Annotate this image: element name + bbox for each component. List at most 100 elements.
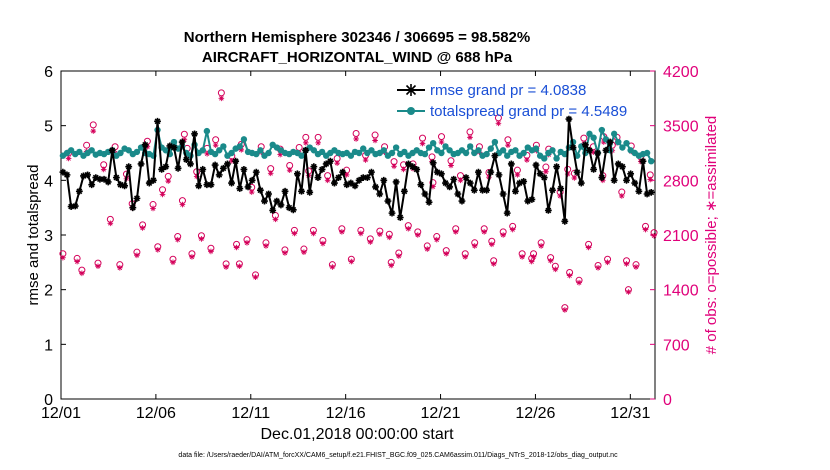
rmse-point [594,149,602,157]
obs-assimilated-point [514,172,521,178]
rmse-point [339,168,347,176]
rmse-point [71,202,79,210]
rmse-point [265,190,272,198]
obs-assimilated-point [562,307,568,313]
rmse-point [557,185,565,192]
rmse-point [314,174,322,181]
rmse-point [569,144,577,151]
rmse-point [331,179,338,187]
rmse-point [549,186,556,194]
rmse-point [487,168,495,176]
totalspread-point [648,158,655,165]
obs-assimilated-point [457,177,464,184]
rmse-point [627,170,635,178]
totalspread-point [561,150,569,158]
obs-assimilated-point [223,264,229,270]
totalspread-point [442,143,449,150]
rmse-point [88,181,96,189]
obs-assimilated-point [208,248,214,255]
totalspread-point [228,149,235,157]
totalspread-point [133,148,141,156]
rmse-point [363,174,371,181]
rmse-point [322,160,330,168]
rmse-line [62,118,652,222]
obs-assimilated-point [277,151,283,158]
rmse-point [256,186,264,194]
rmse-point [154,117,161,125]
rmse-point [581,141,589,149]
rmse-point [293,170,301,178]
legend-spread-label: totalspread grand pr = 4.5489 [430,103,627,120]
rmse-point [84,171,91,179]
totalspread-point [549,147,556,154]
obs-assimilated-point [329,264,336,270]
totalspread-point [421,150,429,158]
rmse-point [261,197,268,205]
totalspread-point [532,145,540,152]
obs-assimilated-point [189,254,195,260]
rmse-point [466,179,474,187]
rmse-point [483,186,491,194]
rmse-point [516,179,523,187]
totalspread-point [446,147,453,154]
y-right-tick-label: 0 [663,392,672,409]
totalspread-point [220,143,227,150]
legend-rmse-label: rmse grand pr = 4.0838 [430,82,586,99]
y-axis-right-label: # of obs: o=possible; ∗=assimilated [703,116,720,355]
obs-assimilated-point [443,250,450,257]
obs-assimilated-point [391,163,397,170]
obs-assimilated-point [505,142,511,148]
obs-assimilated-point [100,166,107,173]
obs-assimilated-point [396,253,402,259]
rmse-point [158,166,166,173]
obs-assimilated-point [272,216,279,223]
obs-assimilated-point [343,172,350,178]
obs-possible-point [83,141,91,149]
rmse-point [244,183,252,191]
totalspread-point [125,147,132,154]
rmse-point [400,187,408,195]
rmse-point [195,182,203,190]
obs-possible-point [371,131,379,139]
rmse-point [421,190,429,198]
obs-assimilated-point [233,244,240,251]
totalspread-point [76,148,83,156]
y-left-tick-label: 4 [44,173,53,190]
rmse-point [92,174,100,181]
rmse-point [166,142,174,150]
totalspread-point [483,150,490,158]
totalspread-point [586,130,593,138]
rmse-point [215,171,223,179]
y-left-tick-label: 6 [44,64,53,81]
rmse-point [499,190,507,198]
totalspread-point [487,145,494,152]
rmse-point [479,186,486,194]
totalspread-point [257,147,264,154]
obs-assimilated-point [490,261,497,267]
x-tick-label: 12/31 [610,405,650,422]
rmse-point [117,181,124,189]
obs-assimilated-point [564,171,571,177]
rmse-point [178,138,186,146]
rmse-point [610,176,618,184]
obs-assimilated-point [566,272,573,279]
totalspread-point [512,147,519,154]
rmse-point [170,144,178,151]
rmse-point [524,197,532,205]
obs-possible-point [212,136,220,144]
obs-assimilated-point [339,229,345,235]
rmse-series [59,115,655,225]
rmse-point [355,176,363,184]
rmse-point [236,185,244,192]
totalspread-point [117,149,124,157]
rmse-point [512,187,519,195]
obs-assimilated-point [590,149,597,156]
obs-assimilated-point [500,232,506,238]
totalspread-point [520,149,527,157]
y-right-tick-label: 2100 [663,228,699,245]
rmse-point [63,171,71,179]
obs-possible-point [217,89,225,97]
obs-possible-point [295,144,303,152]
rmse-point [396,214,404,221]
x-axis-label: Dec.01,2018 00:00:00 start [260,426,454,443]
